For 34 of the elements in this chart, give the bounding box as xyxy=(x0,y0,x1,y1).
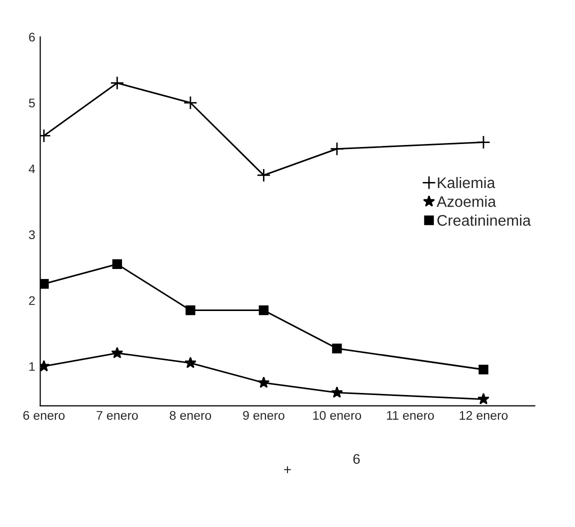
point xyxy=(40,279,49,289)
x-tick-label: 11 enero xyxy=(386,411,434,420)
legend-label: Creatininemia xyxy=(437,214,531,226)
legend-label: Kaliemia xyxy=(438,176,496,188)
text: 6 xyxy=(353,454,360,464)
y-tick-label: 6 xyxy=(29,32,35,42)
point xyxy=(184,356,196,368)
x-tick-label: 7 enero xyxy=(96,411,138,420)
x-tick-label: 8 enero xyxy=(170,410,212,420)
point xyxy=(256,168,271,182)
point xyxy=(258,305,269,316)
point xyxy=(186,305,196,316)
point xyxy=(477,392,490,404)
y-tick-label: 3 xyxy=(28,230,35,240)
point xyxy=(183,96,198,110)
point xyxy=(478,364,488,374)
point xyxy=(330,142,344,156)
point xyxy=(258,376,270,388)
point xyxy=(112,259,122,270)
point xyxy=(110,76,124,90)
text: + xyxy=(284,466,291,474)
legend-label: Azoemia xyxy=(436,196,496,207)
point xyxy=(476,135,490,150)
y-tick-label: 4 xyxy=(28,164,36,174)
point xyxy=(332,344,342,354)
x-tick-label: 12 enero xyxy=(460,410,508,420)
x-tick-label: 6 enero xyxy=(23,410,65,420)
point xyxy=(111,346,124,358)
x-tick-label: 9 enero xyxy=(243,410,284,420)
x-tick-label: 10 enero xyxy=(313,410,362,420)
y-tick-label: 1 xyxy=(29,362,35,371)
y-tick-label: 2 xyxy=(29,296,35,305)
point xyxy=(330,386,343,398)
y-tick-label: 5 xyxy=(28,98,35,108)
